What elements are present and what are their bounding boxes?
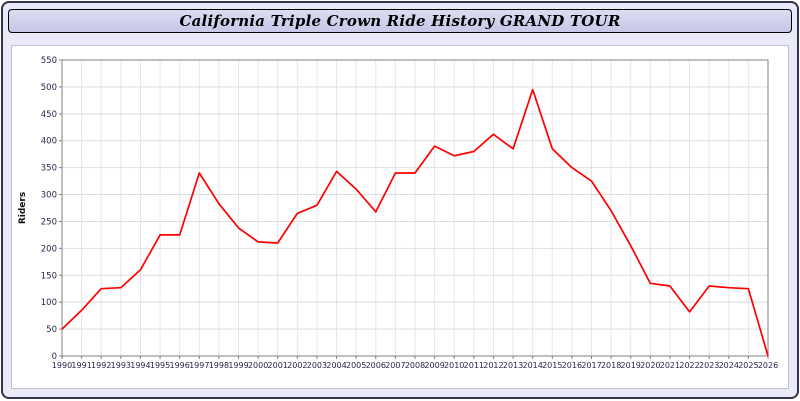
- x-tick-label: 2010: [444, 361, 464, 370]
- x-tick-label: 2017: [581, 361, 601, 370]
- x-tick-label: 1996: [169, 361, 189, 370]
- x-tick-label: 2005: [346, 361, 366, 370]
- x-tick-label: 2000: [248, 361, 268, 370]
- plot-border: [61, 59, 769, 357]
- y-tick-label: 200: [41, 244, 57, 254]
- ride-history-chart: 1990 1991 1992 1993 1994 1995 1996 1997 1998 1999…: [18, 56, 778, 370]
- x-tick-label: 2025: [738, 361, 758, 370]
- y-tick-label: 450: [41, 110, 57, 120]
- x-tick-label: 1994: [130, 361, 150, 370]
- x-tick-label: 2006: [366, 361, 386, 370]
- x-tick-label: 1990: [52, 361, 72, 370]
- x-tick-label: 2011: [464, 361, 484, 370]
- x-tick-label: 1995: [150, 361, 170, 370]
- y-tick-label: 0: [52, 352, 57, 362]
- x-tick-label: 2026: [758, 361, 778, 370]
- y-tick-label: 50: [46, 325, 57, 335]
- title-bar: California Triple Crown Ride History GRA…: [8, 9, 792, 33]
- y-tick-label: 100: [41, 298, 57, 308]
- x-tick-label: 2020: [640, 361, 660, 370]
- x-tick-label: 1992: [91, 361, 111, 370]
- x-tick-label: 2014: [522, 361, 542, 370]
- y-tick-label: 500: [41, 83, 57, 93]
- y-tick-label: 150: [41, 271, 57, 281]
- x-tick-label: 2024: [719, 361, 739, 370]
- page-title: California Triple Crown Ride History GRA…: [179, 12, 621, 30]
- riders-line-series: [61, 88, 769, 357]
- x-tick-label: 2018: [601, 361, 621, 370]
- y-tick-label: 300: [41, 191, 57, 201]
- y-tick-label: 400: [41, 137, 57, 147]
- x-tick-label: 2022: [679, 361, 699, 370]
- x-tick-label: 2009: [424, 361, 444, 370]
- x-tick-label: 2004: [326, 361, 346, 370]
- x-tick-label: 2001: [268, 361, 288, 370]
- x-tick-label: 2007: [385, 361, 405, 370]
- chart-panel: 1990 1991 1992 1993 1994 1995 1996 1997 1998 1999…: [11, 45, 789, 389]
- x-tick-label: 1993: [111, 361, 131, 370]
- x-tick-label: 2016: [562, 361, 582, 370]
- y-axis-label: Riders: [18, 192, 28, 224]
- x-tick-label: 2012: [483, 361, 503, 370]
- y-tick-label: 250: [41, 217, 57, 227]
- x-tick-label: 2003: [307, 361, 327, 370]
- y-tick-label: 550: [41, 56, 57, 66]
- x-tick-label: 2019: [621, 361, 641, 370]
- x-tick-label: 2002: [287, 361, 307, 370]
- x-tick-label: 2013: [503, 361, 523, 370]
- x-tick-label: 2008: [405, 361, 425, 370]
- x-tick-label: 1997: [189, 361, 209, 370]
- x-tick-label: 1999: [228, 361, 248, 370]
- x-tick-label: 2021: [660, 361, 680, 370]
- y-tick-label: 350: [41, 164, 57, 174]
- x-tick-label: 1998: [209, 361, 229, 370]
- x-tick-label: 2015: [542, 361, 562, 370]
- x-tick-label: 2023: [699, 361, 719, 370]
- x-tick-label: 1991: [71, 361, 91, 370]
